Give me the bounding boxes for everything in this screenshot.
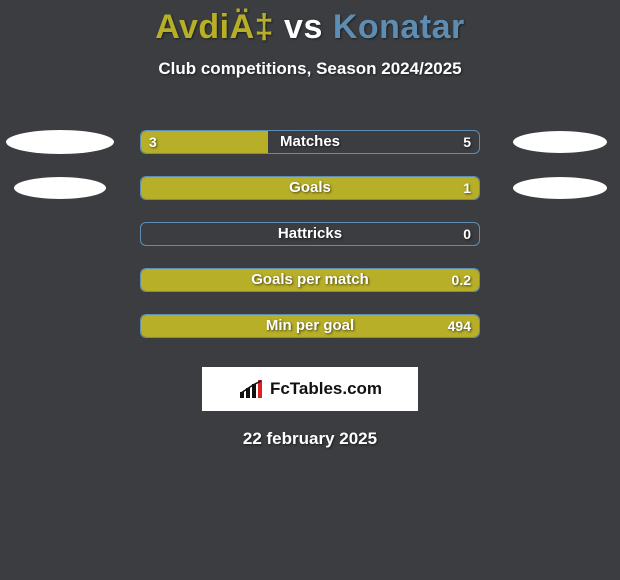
stat-row: Goals per match 0.2 bbox=[0, 257, 620, 303]
stat-label: Goals bbox=[141, 177, 479, 199]
title-vs: vs bbox=[284, 8, 323, 46]
player2-badge-icon bbox=[513, 177, 607, 199]
stat-label: Matches bbox=[141, 131, 479, 153]
fctables-logo: FcTables.com bbox=[202, 367, 418, 411]
bar-chart-icon bbox=[238, 378, 264, 400]
player1-name: AvdiÄ‡ bbox=[155, 8, 274, 46]
left-badge-slot bbox=[0, 177, 120, 199]
stats-grid: 3 Matches 5 Goals 1 Hattricks 0 bbox=[0, 119, 620, 349]
stat-row: Goals 1 bbox=[0, 165, 620, 211]
stat-label: Hattricks bbox=[141, 223, 479, 245]
right-badge-slot bbox=[500, 177, 620, 199]
stat-right-value: 1 bbox=[463, 177, 471, 199]
logo-text: FcTables.com bbox=[270, 379, 382, 399]
player2-name: Konatar bbox=[333, 8, 465, 46]
player1-badge-icon bbox=[6, 130, 114, 154]
stat-right-value: 0.2 bbox=[452, 269, 471, 291]
subtitle: Club competitions, Season 2024/2025 bbox=[0, 59, 620, 79]
stat-right-value: 494 bbox=[448, 315, 471, 337]
stat-row: Hattricks 0 bbox=[0, 211, 620, 257]
comparison-title: AvdiÄ‡ vs Konatar bbox=[0, 0, 620, 47]
stat-right-value: 0 bbox=[463, 223, 471, 245]
date-label: 22 february 2025 bbox=[0, 429, 620, 449]
stat-label: Min per goal bbox=[141, 315, 479, 337]
stat-bar-hattricks: Hattricks 0 bbox=[140, 222, 480, 246]
stat-bar-goals-per-match: Goals per match 0.2 bbox=[140, 268, 480, 292]
right-badge-slot bbox=[500, 131, 620, 153]
stat-bar-goals: Goals 1 bbox=[140, 176, 480, 200]
stat-right-value: 5 bbox=[463, 131, 471, 153]
stat-row: Min per goal 494 bbox=[0, 303, 620, 349]
player1-badge-icon bbox=[14, 177, 106, 199]
left-badge-slot bbox=[0, 130, 120, 154]
stat-row: 3 Matches 5 bbox=[0, 119, 620, 165]
stat-bar-min-per-goal: Min per goal 494 bbox=[140, 314, 480, 338]
player2-badge-icon bbox=[513, 131, 607, 153]
stat-label: Goals per match bbox=[141, 269, 479, 291]
stat-bar-matches: 3 Matches 5 bbox=[140, 130, 480, 154]
